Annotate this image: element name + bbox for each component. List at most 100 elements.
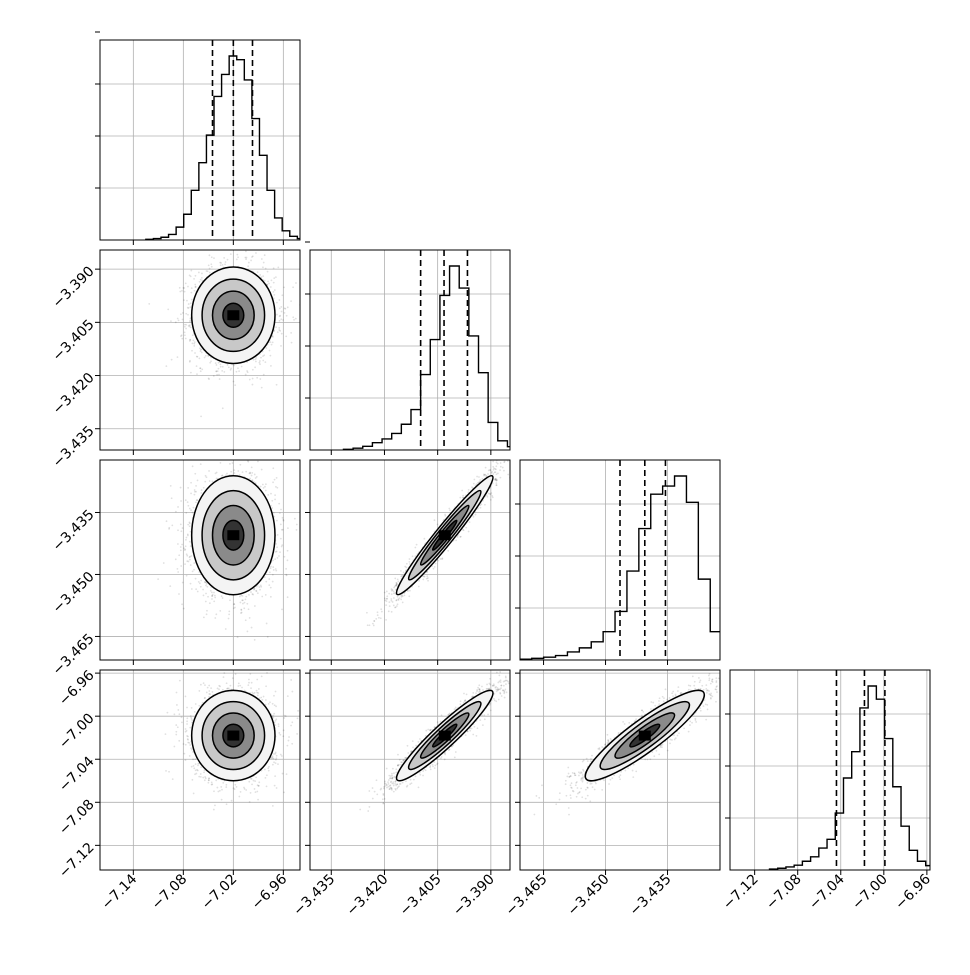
scatter-point [255, 357, 257, 359]
scatter-point [209, 254, 211, 256]
scatter-point [201, 489, 203, 491]
scatter-point [259, 274, 261, 276]
scatter-point [222, 597, 224, 599]
scatter-point [193, 507, 195, 509]
scatter-point [265, 268, 267, 270]
scatter-point [198, 581, 200, 583]
scatter-point [272, 341, 274, 343]
scatter-point [241, 599, 243, 601]
scatter-point [177, 529, 179, 531]
scatter-point [171, 524, 173, 526]
scatter-point [388, 610, 390, 612]
scatter-point [202, 589, 204, 591]
scatter-point [277, 331, 279, 333]
scatter-point [206, 586, 208, 588]
scatter-point [255, 252, 257, 254]
scatter-point [295, 318, 297, 320]
scatter-point [281, 529, 283, 531]
scatter-point [265, 347, 267, 349]
scatter-point [196, 356, 198, 358]
scatter-point [259, 363, 261, 365]
scatter-point [207, 596, 209, 598]
scatter-point [247, 451, 249, 453]
scatter-point [280, 509, 282, 511]
scatter-point [268, 578, 270, 580]
panel-2-1 [305, 438, 525, 665]
scatter-point [180, 335, 182, 337]
scatter-point [285, 568, 287, 570]
scatter-point [163, 562, 165, 564]
scatter-point [183, 608, 185, 610]
scatter-point [194, 494, 196, 496]
scatter-point [278, 299, 280, 301]
scatter-point [237, 470, 239, 472]
scatter-point [193, 562, 195, 564]
scatter-point [267, 280, 269, 282]
scatter-point [263, 374, 265, 376]
scatter-point [485, 467, 487, 469]
scatter-point [287, 527, 289, 529]
scatter-point [212, 480, 214, 482]
scatter-point [194, 489, 196, 491]
scatter-point [265, 483, 267, 485]
scatter-point [257, 461, 259, 463]
scatter-point [220, 363, 222, 365]
scatter-point [148, 303, 150, 305]
scatter-point [247, 265, 249, 267]
scatter-point [191, 287, 193, 289]
scatter-point [268, 283, 270, 285]
scatter-point [189, 306, 191, 308]
scatter-point [210, 360, 212, 362]
scatter-point [287, 559, 289, 561]
panel-0-0 [95, 32, 313, 245]
scatter-point [201, 273, 203, 275]
scatter-point [407, 590, 409, 592]
scatter-point [251, 466, 253, 468]
scatter-point [190, 326, 192, 328]
scatter-point [226, 455, 228, 457]
scatter-point [183, 299, 185, 301]
scatter-point [280, 345, 282, 347]
scatter-point [213, 600, 215, 602]
scatter-point [252, 369, 254, 371]
scatter-point [167, 309, 169, 311]
scatter-point [220, 454, 222, 456]
scatter-point [267, 271, 269, 273]
scatter-point [272, 336, 274, 338]
scatter-point [239, 464, 241, 466]
scatter-point [260, 585, 262, 587]
scatter-point [195, 485, 197, 487]
scatter-point [284, 307, 286, 309]
scatter-point [233, 472, 235, 474]
scatter-point [214, 445, 216, 447]
scatter-point [175, 558, 177, 560]
scatter-point [384, 592, 386, 594]
scatter-point [200, 586, 202, 588]
scatter-point [184, 334, 186, 336]
scatter-point [219, 610, 221, 612]
scatter-point [233, 365, 235, 367]
scatter-point [447, 550, 449, 552]
scatter-point [262, 355, 264, 357]
scatter-point [193, 343, 195, 345]
scatter-point [296, 529, 298, 531]
scatter-point [211, 266, 213, 268]
scatter-point [218, 374, 220, 376]
scatter-point [287, 596, 289, 598]
scatter-point [194, 491, 196, 493]
panel-content [100, 32, 313, 240]
scatter-point [201, 368, 203, 370]
scatter-point [166, 520, 168, 522]
scatter-point [465, 527, 467, 529]
scatter-point [254, 474, 256, 476]
scatter-point [246, 603, 248, 605]
scatter-point [192, 570, 194, 572]
scatter-point [476, 476, 478, 478]
scatter-point [272, 566, 274, 568]
scatter-point [187, 286, 189, 288]
scatter-point [242, 603, 244, 605]
scatter-point [222, 407, 224, 409]
scatter-point [199, 357, 201, 359]
scatter-point [220, 264, 222, 266]
